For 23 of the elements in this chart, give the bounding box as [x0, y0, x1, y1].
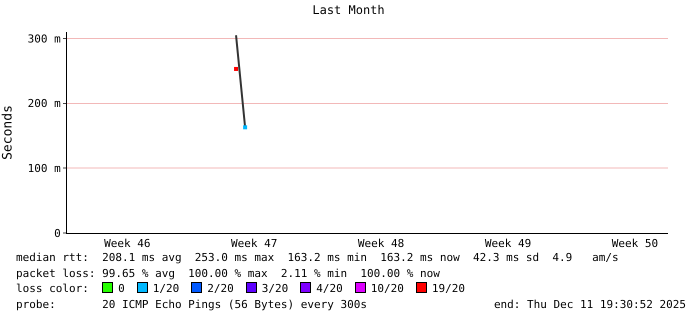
legend-label: 2/20 — [206, 282, 234, 295]
y-tick-label: 0 — [54, 226, 61, 240]
x-tick-label: Week 50 — [612, 237, 658, 250]
x-tick-label: Week 46 — [104, 237, 150, 250]
legend-label: 1/20 — [152, 282, 180, 295]
legend-title: loss color: — [16, 282, 89, 295]
text: end: Thu Dec 11 19:30:52 2025 — [494, 296, 686, 312]
legend-label: 10/20 — [370, 282, 404, 295]
y-tick-label: 100 m — [28, 162, 62, 176]
legend-label: 3/20 — [260, 282, 288, 295]
text: median rtt: 208.1 ms avg 253.0 ms max 163.2 ms min 163.2 ms now 42.3 ms sd 4.9 am/s — [16, 250, 620, 266]
text: packet loss: 99.65 % avg 100.00 % max 2.11 % min 100.00 % now — [16, 266, 441, 281]
x-tick-label: Week 48 — [358, 237, 404, 250]
x-tick-label: Week 47 — [230, 237, 278, 250]
y-axis-title: Seconds — [0, 105, 16, 160]
x-tick-label: Week 49 — [484, 237, 532, 250]
text: probe: 20 ICMP Echo Pings (56 Bytes) every 300s — [16, 298, 367, 310]
legend-label: 0 — [117, 282, 125, 295]
legend-label: 4/20 — [315, 282, 343, 295]
legend-label: 19/20 — [430, 282, 465, 295]
y-tick-label: 300 m — [28, 32, 62, 46]
y-tick-label: 200 m — [28, 97, 62, 110]
chart-title: Last Month — [312, 3, 385, 18]
